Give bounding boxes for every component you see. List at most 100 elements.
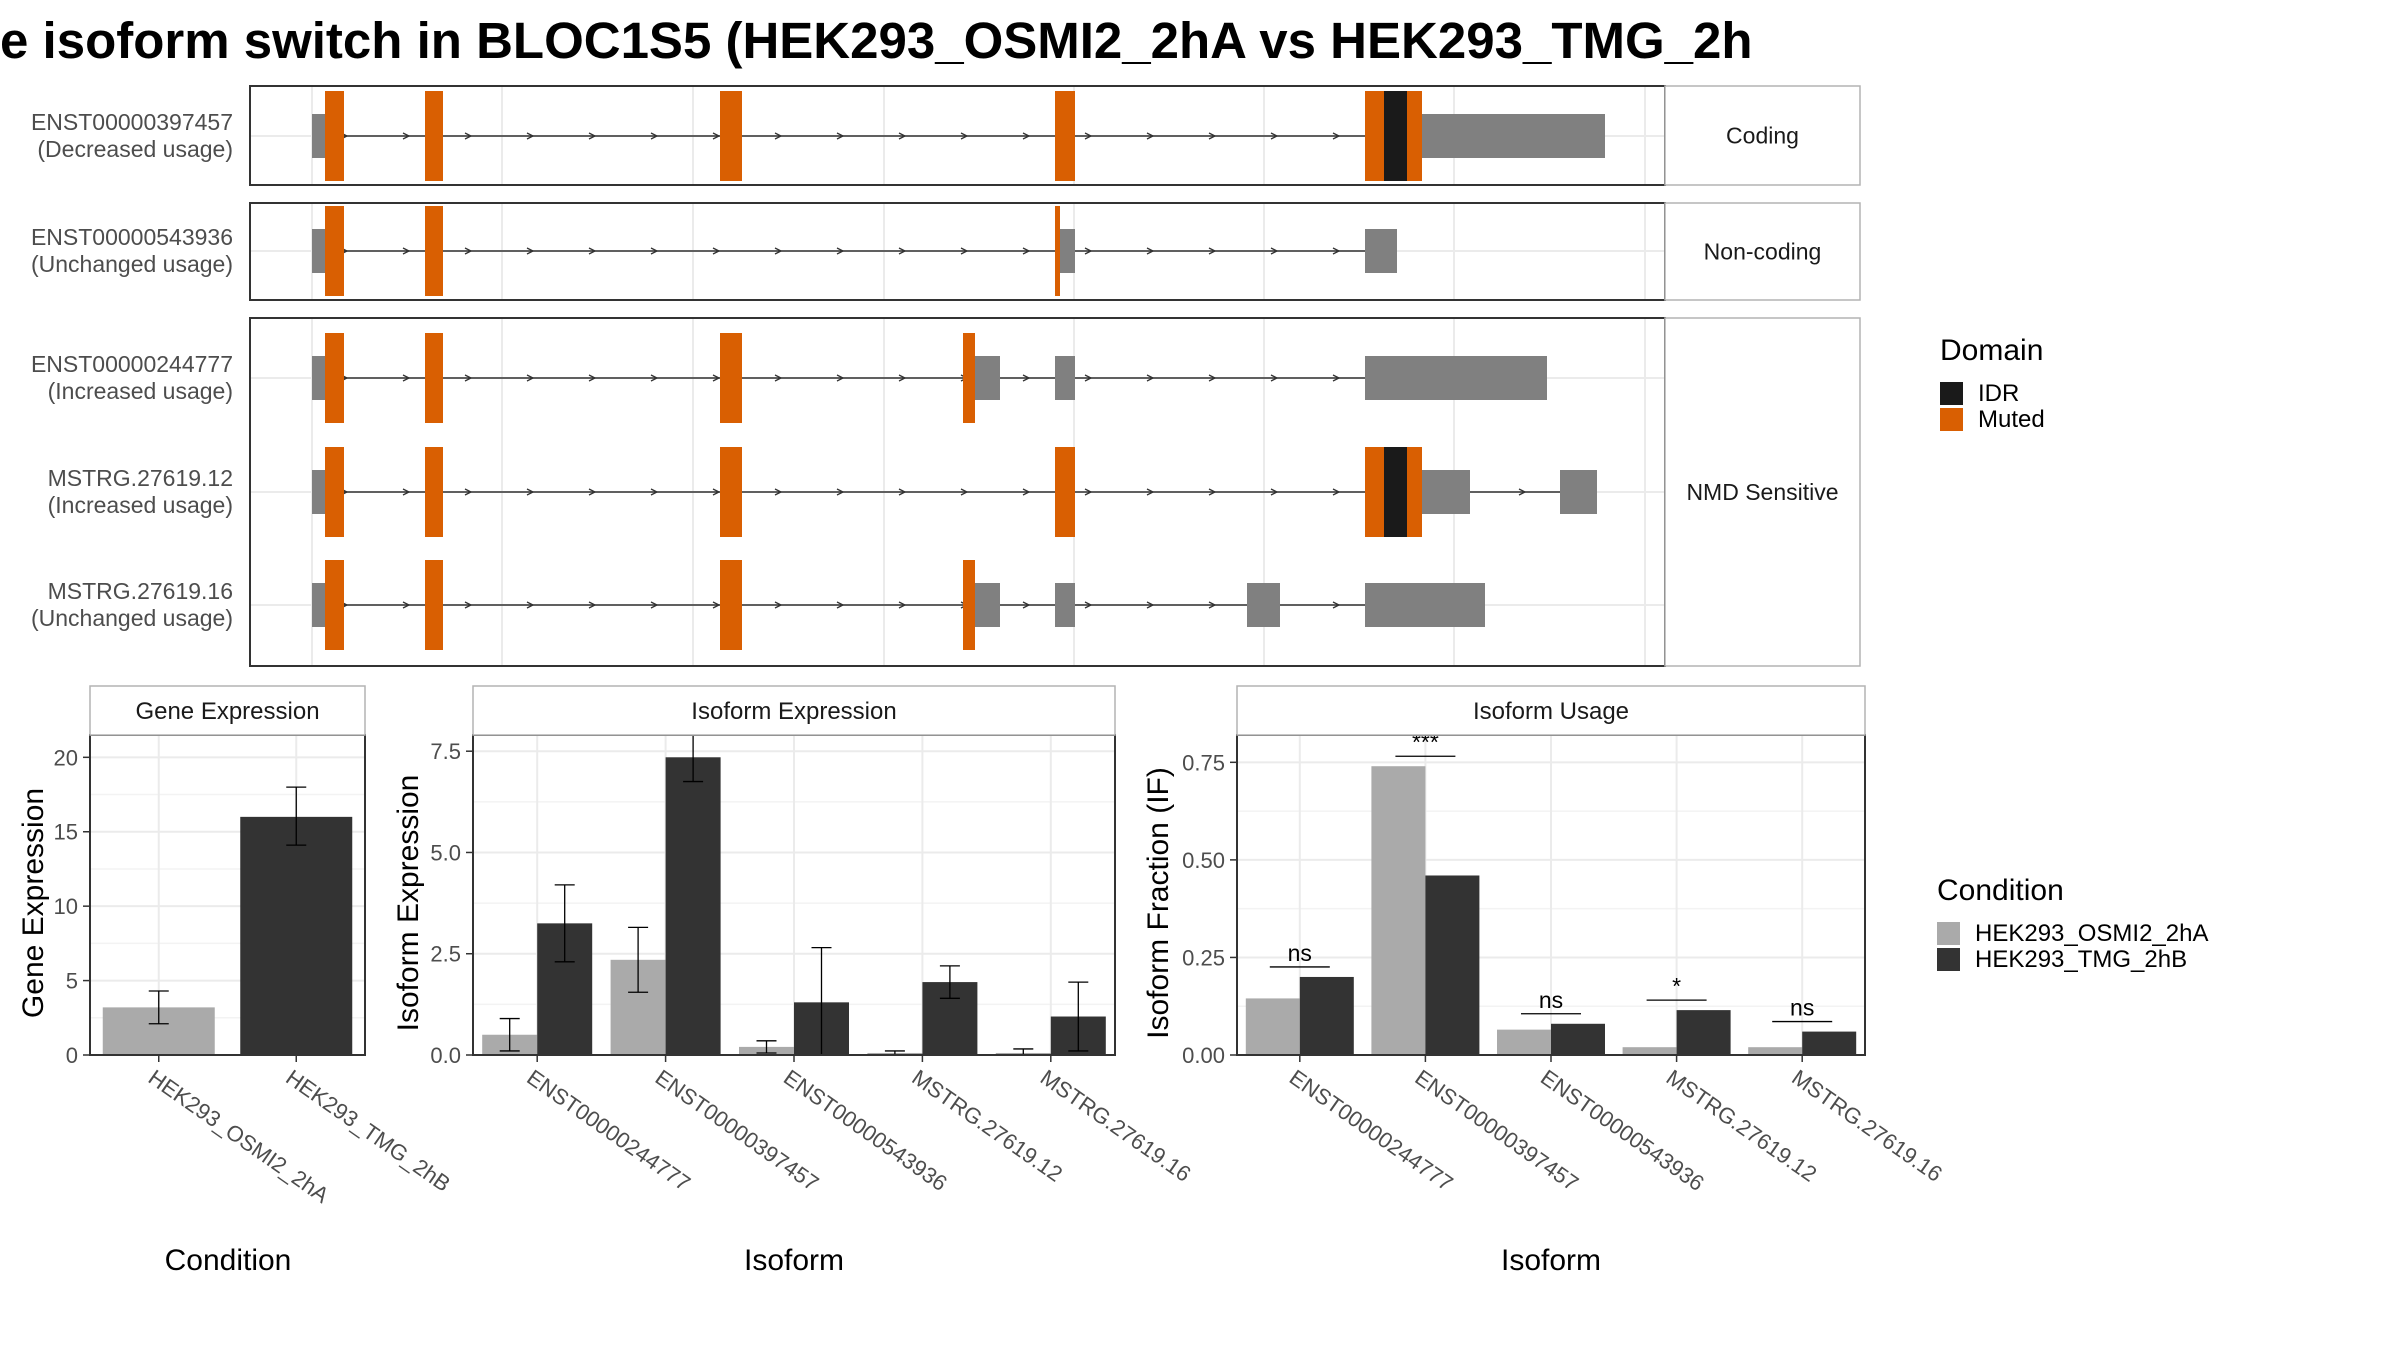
intron-arrow [712, 374, 721, 382]
intron-arrow [960, 488, 969, 496]
bar-panel-title: Gene Expression [135, 698, 319, 725]
idr-domain-exon [1384, 91, 1407, 181]
y-tick-label: 0.50 [1182, 848, 1225, 873]
utr-exon [312, 583, 325, 627]
muted-domain-exon [1055, 447, 1075, 537]
condition-legend-swatch [1937, 948, 1960, 971]
intron-arrow [836, 488, 845, 496]
intron-arrow [1022, 601, 1031, 609]
intron-arrow [402, 488, 411, 496]
intron-arrow [1270, 488, 1279, 496]
figure-title: e isoform switch in BLOC1S5 (HEK293_OSMI… [0, 12, 1753, 69]
utr-exon [1365, 583, 1485, 627]
intron-arrow [588, 488, 597, 496]
muted-domain-exon [720, 560, 742, 650]
muted-domain-exon [720, 333, 742, 423]
bar-ENST00000244777-HEK293_TMG_2hB [1299, 976, 1354, 1055]
muted-domain-exon [325, 560, 344, 650]
muted-domain-exon [1365, 91, 1384, 181]
transcript-structure-panel: Coding ENST00000397457(Decreased usage) No… [31, 85, 1861, 667]
intron-arrow [1146, 247, 1155, 255]
intron-arrow [1332, 488, 1341, 496]
legend-label-muted: Muted [1978, 406, 2045, 433]
intron-arrow [898, 488, 907, 496]
condition-legend-label: HEK293_TMG_2hB [1975, 946, 2187, 973]
intron-arrow [526, 374, 535, 382]
intron-arrow [898, 601, 907, 609]
muted-domain-exon [1055, 206, 1060, 296]
intron-arrow [1332, 601, 1341, 609]
muted-domain-exon [325, 447, 344, 537]
intron-arrow [1270, 247, 1279, 255]
domain-legend-title: Domain [1940, 334, 2043, 367]
x-axis-title: Condition [165, 1244, 292, 1277]
y-axis-title: Isoform Fraction (IF) [1142, 767, 1175, 1039]
intron-arrow [898, 374, 907, 382]
intron-arrow [960, 247, 969, 255]
utr-exon [1365, 356, 1547, 400]
bar-ENST00000397457-HEK293_TMG_2hB [1425, 875, 1480, 1055]
transcript-usage-label: (Unchanged usage) [31, 251, 233, 277]
intron-arrow [712, 601, 721, 609]
intron-arrow [712, 488, 721, 496]
legend-swatch-muted [1940, 408, 1963, 431]
y-axis-title: Isoform Expression [392, 775, 425, 1032]
y-tick-label: 15 [54, 820, 78, 845]
muted-domain-exon [425, 560, 443, 650]
intron-arrow [1084, 374, 1093, 382]
intron-arrow [526, 247, 535, 255]
bar-MSTRG.27619.12-HEK293_TMG_2hB [1676, 1010, 1731, 1055]
y-tick-label: 7.5 [430, 739, 461, 764]
intron-arrow [588, 132, 597, 140]
utr-exon [312, 229, 325, 273]
intron-arrow [836, 132, 845, 140]
intron-arrow [712, 247, 721, 255]
intron-arrow [1022, 132, 1031, 140]
intron-arrow [774, 601, 783, 609]
intron-arrow [526, 601, 535, 609]
utr-exon [1372, 229, 1397, 273]
utr-exon [1059, 229, 1075, 273]
legend-label-idr: IDR [1978, 380, 2019, 407]
muted-domain-exon [720, 447, 742, 537]
intron-arrow [960, 132, 969, 140]
bar-MSTRG.27619.16-HEK293_TMG_2hB [1802, 1031, 1857, 1055]
y-tick-label: 0.00 [1182, 1043, 1225, 1068]
intron-arrow [1208, 601, 1217, 609]
muted-domain-exon [425, 333, 443, 423]
muted-domain-exon [325, 206, 344, 296]
significance-label: ns [1288, 940, 1312, 966]
intron-arrow [1270, 132, 1279, 140]
intron-arrow [1208, 488, 1217, 496]
facet-strip [1664, 317, 1861, 667]
utr-exon [1055, 583, 1075, 627]
intron-arrow [1022, 247, 1031, 255]
intron-arrow [1022, 374, 1031, 382]
condition-legend-swatch [1937, 922, 1960, 945]
facet-strip-label: NMD Sensitive [1686, 479, 1838, 505]
bar-panel-strip [89, 685, 366, 736]
intron-arrow [650, 374, 659, 382]
y-axis-title: Gene Expression [17, 788, 50, 1018]
idr-domain-exon [1384, 447, 1407, 537]
muted-domain-exon [963, 560, 975, 650]
muted-domain-exon [1365, 447, 1384, 537]
facet-strip-label: Coding [1726, 123, 1799, 149]
intron-arrow [464, 247, 473, 255]
intron-arrow [464, 488, 473, 496]
bar-ENST00000397457-HEK293_TMG_2hB [665, 757, 721, 1055]
y-tick-label: 5.0 [430, 840, 461, 865]
transcript-id-label: MSTRG.27619.16 [48, 578, 233, 604]
muted-domain-exon [1407, 447, 1422, 537]
x-axis-title: Isoform [1501, 1244, 1601, 1277]
utr-exon [312, 114, 325, 158]
bar-ENST00000397457-HEK293_OSMI2_2hA [1371, 766, 1426, 1055]
bar-MSTRG.27619.16-HEK293_OSMI2_2hA [1748, 1047, 1803, 1055]
bar-MSTRG.27619.12-HEK293_OSMI2_2hA [1622, 1047, 1677, 1055]
intron-arrow [526, 132, 535, 140]
utr-exon [1247, 583, 1280, 627]
utr-exon [1422, 470, 1470, 514]
